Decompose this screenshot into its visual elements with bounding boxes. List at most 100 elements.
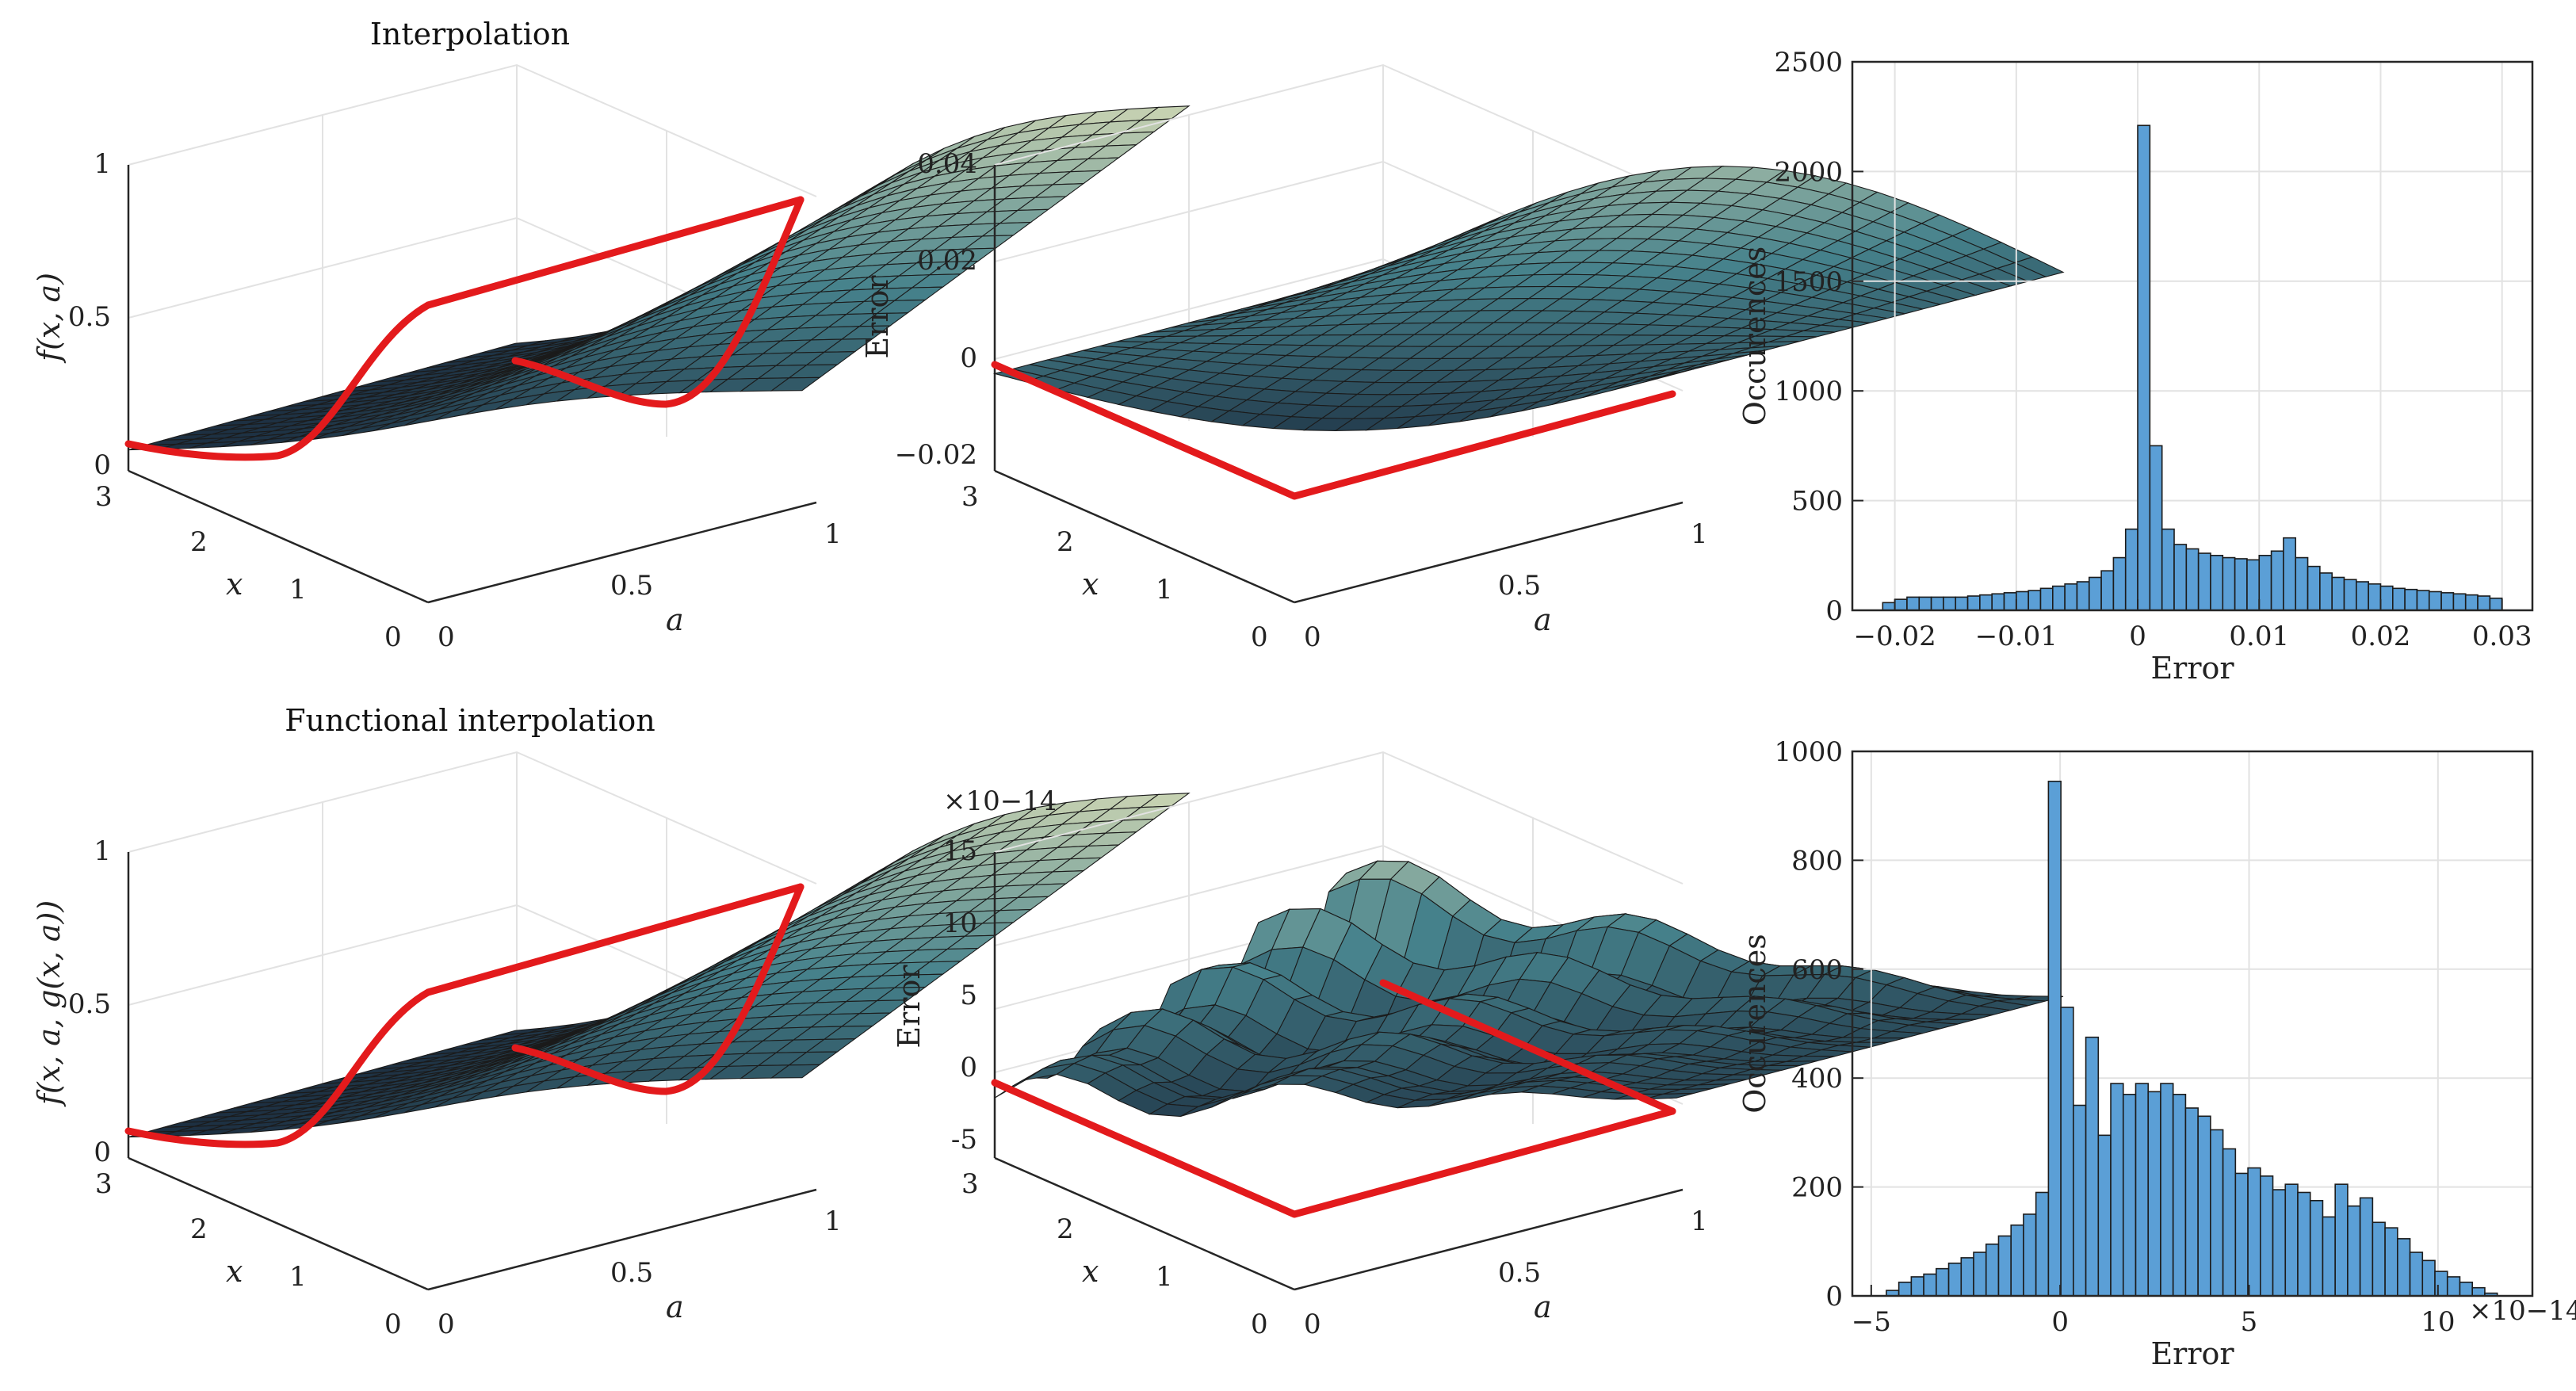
x-tick-label: 0 [2051, 1306, 2069, 1338]
histogram-bar [2284, 1183, 2299, 1297]
histogram-bar [2297, 1191, 2311, 1297]
y-tick-label: 400 [1791, 1063, 1843, 1095]
z-tick: 1 [94, 148, 111, 180]
x-tick: 0 [384, 1309, 402, 1340]
histogram-bar [2356, 581, 2369, 611]
axes-frame [1851, 60, 2534, 612]
x-tick: 3 [95, 481, 113, 513]
panel-functional-interpolation-3d: Functional interpolation 1 0.5 0 f(x, a,… [32, 703, 1191, 1340]
x-tick: 0 [1251, 621, 1268, 653]
histogram-bar [2359, 1197, 2374, 1297]
panel-interpolation-error-3d: 0.04 0.02 0 −0.02 Error 3 2 1 0 x 0 0.5 … [860, 63, 2065, 653]
panel-functional-error-3d: ×10−14 15 10 5 0 -5 Error 3 2 1 0 x 0 0.… [892, 751, 2064, 1340]
y-tick-label: 2500 [1774, 47, 1843, 78]
histogram-bar [1997, 1235, 2012, 1297]
histogram-bar [2147, 1091, 2161, 1297]
z-tick: 0.04 [917, 148, 977, 180]
histogram-bar [2416, 590, 2430, 611]
x-tick-label: −0.02 [1854, 621, 1936, 652]
histogram-bar [1947, 1262, 1963, 1297]
a-tick: 0.5 [610, 1257, 653, 1289]
y-tick-label: 1000 [1774, 376, 1843, 407]
histogram-bar [1960, 1257, 1974, 1297]
a-tick: 0.5 [610, 570, 653, 602]
y-tick-label: 0 [1825, 595, 1843, 627]
y-axis-label: Occurences [1737, 934, 1772, 1114]
histogram-bar [1985, 1243, 2000, 1297]
histogram-bar [2035, 1191, 2050, 1297]
histogram-bar [2088, 576, 2102, 611]
histogram-bar [2489, 597, 2503, 611]
z-tick: 5 [960, 980, 977, 1011]
x-tick: 1 [289, 574, 307, 606]
x-tick-label: 0.03 [2472, 621, 2532, 652]
histogram-bar [2185, 548, 2200, 611]
histogram-bar [2234, 558, 2248, 611]
mesh-patch [1645, 369, 1695, 383]
x-tick-label: 0 [2129, 621, 2146, 652]
histogram-bar [2110, 1083, 2124, 1297]
histogram-bar [1882, 602, 1896, 611]
x-tick: 1 [289, 1261, 307, 1293]
histogram-bar [2003, 592, 2017, 611]
histogram-bar [2246, 559, 2261, 611]
histogram-bar [2421, 1259, 2436, 1297]
histogram-bar [2392, 587, 2406, 611]
z-tick: 15 [943, 835, 977, 867]
y-tick-label: 1500 [1774, 266, 1843, 298]
x-tick: 3 [961, 481, 979, 513]
exponent-label: ×10−14 [943, 785, 1057, 817]
z-tick: 0.5 [68, 301, 111, 333]
z-tick: 0 [960, 1052, 977, 1083]
x-tick: 2 [1057, 1213, 1074, 1245]
x-tick: 1 [1156, 1261, 1173, 1293]
histogram-bar [2047, 780, 2062, 1297]
histogram-bar [2409, 1252, 2424, 1297]
mesh-patch [770, 1064, 821, 1079]
x-tick: 1 [1156, 574, 1173, 606]
surface-mesh [994, 860, 2064, 1118]
histogram-bar [2064, 583, 2078, 611]
histogram-bar [2440, 592, 2455, 611]
histogram-bar [2464, 594, 2479, 611]
surface-mesh [992, 166, 2065, 432]
histogram-bar [2097, 1134, 2112, 1297]
histogram-bar [2112, 556, 2127, 611]
y-tick-label: 0 [1825, 1281, 1843, 1313]
histogram-bar [2272, 1189, 2287, 1297]
histogram-bar [1979, 594, 1993, 611]
boundary-curve-front [124, 196, 805, 461]
histogram-bar [1906, 596, 1921, 611]
histogram-bar [2404, 588, 2418, 611]
histogram-interpolation-error: −0.02 −0.01 0 0.01 0.02 0.03 0 500 1000 1500 2000 2… [1737, 47, 2534, 686]
z-axis-label: Error [892, 965, 927, 1049]
z-tick: 10 [943, 908, 977, 939]
y-tick-label: 1000 [1774, 736, 1843, 768]
histogram-bar [2384, 1227, 2398, 1297]
histogram-bar [2160, 1083, 2174, 1297]
mesh-patch [770, 376, 821, 392]
z-tick: -5 [951, 1124, 977, 1156]
zero-error-boundary [991, 361, 1676, 500]
boundary-curve-side [511, 883, 805, 1095]
y-tick-label: 500 [1791, 486, 1843, 518]
histogram-bar [2210, 1129, 2224, 1297]
histogram-bar [2085, 1036, 2100, 1297]
histogram-bar [2428, 590, 2442, 611]
z-tick: 1 [94, 835, 111, 867]
x-axis-label: Error [2150, 1336, 2234, 1371]
a-tick: 0 [1304, 1309, 1321, 1340]
a-tick: 0 [438, 1309, 455, 1340]
histogram-bar [2247, 1167, 2261, 1297]
exponent-label: ×10−14 [2469, 1295, 2576, 1327]
z-tick: 0 [94, 1137, 111, 1168]
x-tick: 2 [190, 1213, 208, 1245]
z-axis-label: f(x, a) [32, 273, 67, 364]
histogram-bar [2010, 1224, 2024, 1297]
histogram-bar [2122, 1094, 2137, 1297]
x-tick-label: −0.01 [1975, 621, 2058, 652]
histogram-bar [2343, 579, 2357, 611]
histogram-bar [1936, 1267, 1950, 1297]
histogram-bar [2322, 1216, 2336, 1297]
histogram-bar [2016, 590, 2029, 611]
